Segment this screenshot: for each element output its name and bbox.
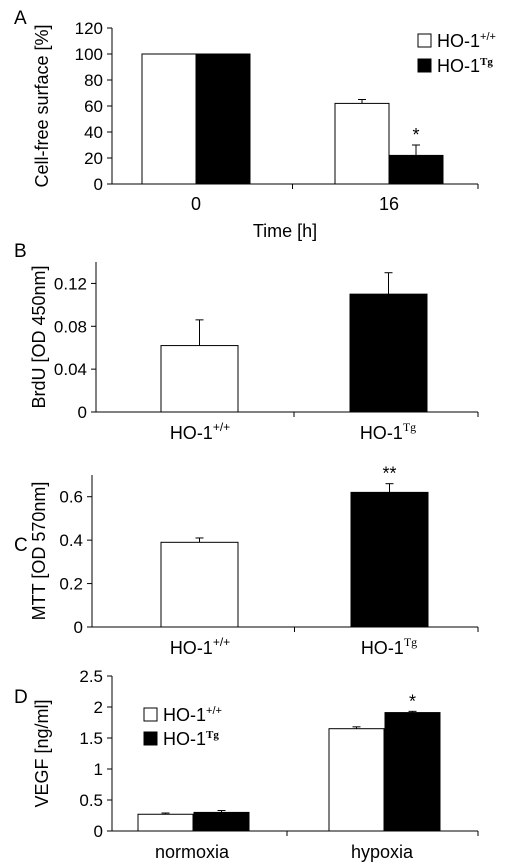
bar-a-1-0 — [334, 102, 390, 185]
legend-swatch — [417, 33, 432, 48]
y-tick-label: 0.08 — [54, 317, 87, 336]
panel-letter-a: A — [14, 8, 27, 29]
x-category-label: HO-1+/+ — [170, 635, 230, 658]
significance-marker: * — [412, 125, 419, 145]
y-tick-label: 0.5 — [79, 791, 103, 810]
x-category-label-sup: Tg — [404, 635, 417, 649]
legend-label-sup: +/+ — [480, 31, 496, 43]
legend-label: HO-1Tg — [437, 56, 493, 76]
legend-label: HO-1+/+ — [163, 705, 222, 725]
legend-label-main: HO-1 — [437, 31, 480, 51]
x-category-label: 16 — [379, 194, 399, 214]
y-axis-label: BrdU [OD 450nm] — [29, 265, 49, 408]
bar-d-0-1 — [193, 811, 250, 832]
x-category-label-sup: +/+ — [213, 635, 230, 649]
legend-label-sup: Tg — [480, 56, 493, 68]
legend-swatch — [143, 707, 158, 722]
y-tick-label: 0.2 — [59, 575, 83, 594]
y-tick-label: 60 — [84, 97, 103, 116]
legend-swatch — [417, 58, 432, 73]
x-category-label: HO-1Tg — [360, 420, 416, 443]
y-tick-label: 0 — [78, 403, 87, 422]
y-tick-label: 0 — [94, 175, 103, 194]
x-category-label-main: HO-1 — [361, 638, 404, 658]
legend-label-main: HO-1 — [163, 729, 206, 749]
bar-a-0-1 — [195, 53, 251, 185]
legend-label-main: HO-1 — [163, 705, 206, 725]
bar-d-0-0 — [137, 813, 194, 832]
panel-letter-d: D — [14, 687, 28, 708]
y-tick-label: 80 — [84, 71, 103, 90]
y-axis-label: MTT [OD 570nm] — [29, 482, 49, 621]
x-category-label: normoxia — [155, 842, 230, 862]
x-category-label: 0 — [191, 194, 201, 214]
bar-c-1-0 — [350, 491, 429, 628]
y-tick-label: 0 — [74, 618, 83, 637]
x-category-label: HO-1+/+ — [170, 420, 230, 443]
bar-c-0-0 — [160, 541, 239, 628]
x-category-label: hypoxia — [351, 842, 414, 862]
y-axis-label: Cell-free surface [%] — [32, 24, 52, 187]
y-tick-label: 0.4 — [59, 531, 83, 550]
bar-d-1-0 — [328, 728, 385, 832]
y-tick-label: 100 — [75, 45, 103, 64]
y-tick-label: 2 — [94, 698, 103, 717]
legend-swatch — [143, 731, 158, 746]
legend-label-sup: +/+ — [206, 705, 222, 717]
legend-label: HO-1+/+ — [437, 31, 496, 51]
significance-marker: ** — [382, 464, 396, 484]
x-category-label: HO-1Tg — [361, 635, 417, 658]
legend-label: HO-1Tg — [163, 729, 219, 749]
bar-a-1-1 — [388, 154, 444, 185]
y-tick-label: 0.04 — [54, 360, 87, 379]
y-tick-label: 0.12 — [54, 274, 87, 293]
significance-marker: * — [409, 691, 416, 711]
x-category-label-sup: Tg — [403, 420, 416, 434]
y-tick-label: 0.6 — [59, 488, 83, 507]
bar-a-0-0 — [141, 53, 197, 185]
bar-d-1-1 — [384, 712, 441, 832]
y-tick-label: 1.5 — [79, 729, 103, 748]
legend-label-main: HO-1 — [437, 56, 480, 76]
x-axis-label: Time [h] — [253, 221, 317, 241]
panel-letter-b: B — [14, 241, 27, 262]
bar-b-0-0 — [160, 345, 239, 413]
bar-b-1-0 — [349, 293, 428, 413]
legend-label-sup: Tg — [206, 729, 219, 741]
x-category-label-main: HO-1 — [360, 423, 403, 443]
panel-letter-c: C — [14, 535, 28, 556]
y-tick-label: 120 — [75, 19, 103, 38]
x-category-label-main: HO-1 — [170, 423, 213, 443]
y-tick-label: 40 — [84, 123, 103, 142]
x-category-label-sup: +/+ — [213, 420, 230, 434]
y-tick-label: 20 — [84, 149, 103, 168]
y-tick-label: 1 — [94, 760, 103, 779]
y-tick-label: 0 — [94, 822, 103, 841]
y-axis-label: VEGF [ng/ml] — [32, 699, 52, 807]
x-category-label-main: HO-1 — [170, 638, 213, 658]
y-tick-label: 2.5 — [79, 667, 103, 686]
